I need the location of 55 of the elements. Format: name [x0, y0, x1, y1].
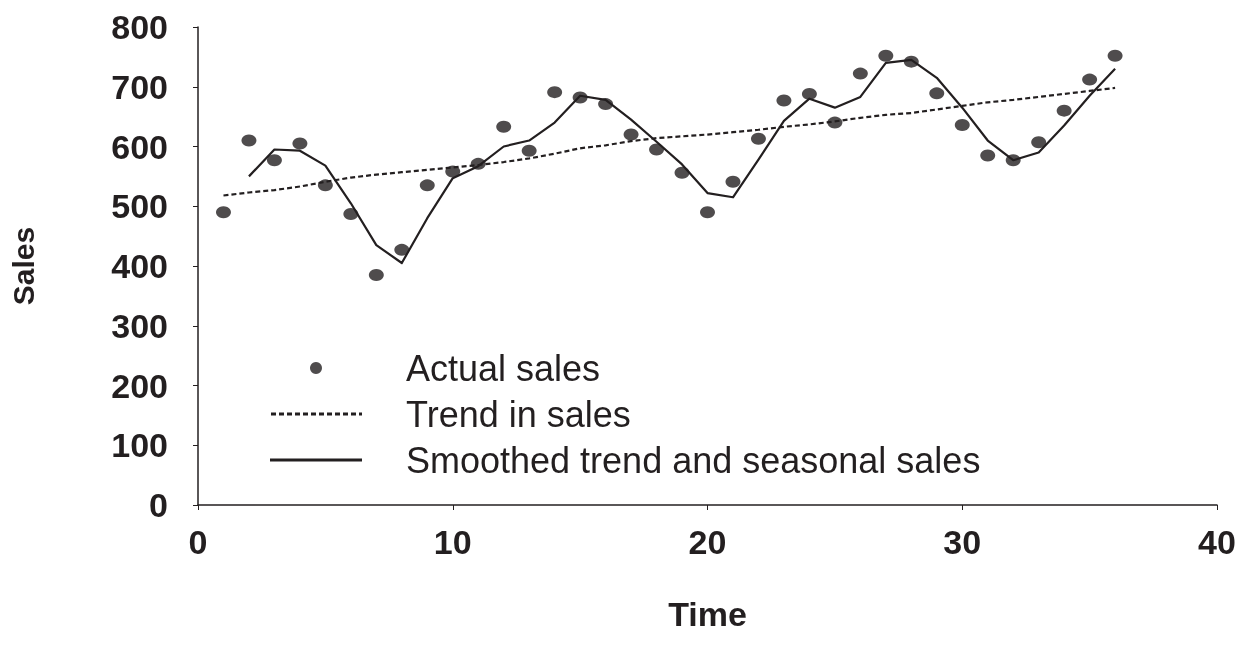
legend-label: Actual sales	[406, 347, 601, 389]
y-tick-label: 300	[111, 306, 168, 345]
point	[878, 49, 894, 62]
x-tick-label: 0	[188, 523, 208, 561]
point	[394, 243, 410, 256]
point	[852, 67, 868, 80]
point	[521, 144, 537, 157]
point	[1107, 49, 1123, 62]
point	[419, 179, 435, 192]
point	[929, 87, 945, 100]
point	[827, 116, 843, 129]
point	[1056, 104, 1072, 117]
x-axis-title: Time	[668, 595, 747, 633]
point	[547, 86, 563, 99]
y-tick-label: 800	[111, 8, 168, 46]
legend-label: Smoothed trend and seasonal sales	[406, 439, 981, 481]
point	[445, 165, 461, 178]
point	[343, 208, 359, 221]
point	[215, 206, 231, 219]
point	[1031, 136, 1047, 149]
x-tick-label: 30	[943, 523, 982, 561]
point	[572, 91, 588, 104]
x-tick-label: 10	[433, 523, 472, 561]
point	[750, 132, 766, 145]
legend-label: Trend in sales	[406, 393, 631, 435]
y-tick-label: 0	[149, 486, 168, 524]
point	[598, 98, 614, 111]
y-tick-label: 600	[111, 127, 168, 166]
y-axis-title: Sales	[6, 226, 40, 306]
x-tick-label: 20	[688, 523, 727, 561]
point	[725, 175, 741, 188]
y-tick-label: 700	[111, 67, 168, 106]
point	[980, 149, 996, 162]
point	[674, 166, 690, 179]
point	[496, 120, 512, 133]
point	[241, 134, 257, 147]
point	[776, 94, 792, 107]
point	[368, 268, 384, 281]
y-tick-label: 400	[111, 247, 168, 285]
point	[700, 206, 715, 219]
point	[903, 55, 919, 68]
point	[623, 128, 639, 141]
point	[317, 179, 333, 192]
y-tick-label: 100	[111, 426, 168, 465]
point	[1082, 73, 1098, 86]
point	[292, 137, 308, 150]
x-tick-label: 40	[1198, 523, 1236, 561]
point	[1005, 154, 1021, 167]
point	[954, 118, 970, 131]
point	[470, 157, 486, 170]
y-tick-label: 500	[111, 187, 168, 226]
point	[801, 87, 817, 100]
point	[649, 143, 665, 156]
point	[266, 154, 282, 167]
y-tick-label: 200	[111, 366, 168, 405]
